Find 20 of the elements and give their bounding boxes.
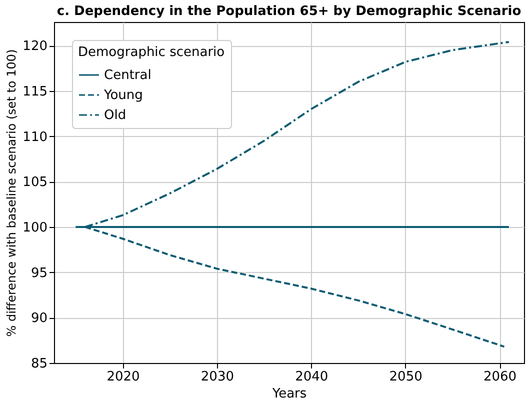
x-tick-label: 2050: [389, 370, 422, 384]
x-tick-label: 2060: [483, 370, 517, 384]
legend-label: Central: [104, 68, 152, 83]
y-tick-label: 85: [30, 356, 48, 372]
y-tick-label: 105: [22, 175, 48, 190]
y-tick-label: 100: [22, 220, 48, 236]
chart-title: c. Dependency in the Population 65+ by Demographic Scenario: [56, 4, 522, 19]
y-tick-label: 95: [30, 266, 48, 281]
y-axis-title: % difference with baseline scenario (set to 100): [4, 49, 19, 337]
legend-label: Young: [103, 88, 143, 103]
y-tick-label: 115: [22, 84, 48, 100]
y-tick-label: 110: [22, 130, 48, 145]
x-tick-label: 2040: [295, 370, 328, 384]
y-tick-label: 120: [22, 39, 48, 54]
x-tick-label: 2020: [106, 370, 140, 384]
y-tick-label: 90: [30, 311, 48, 326]
x-axis-title: Years: [271, 386, 307, 402]
legend-label: Old: [104, 108, 126, 123]
legend-title: Demographic scenario: [78, 45, 225, 60]
x-tick-label: 2030: [200, 370, 234, 384]
